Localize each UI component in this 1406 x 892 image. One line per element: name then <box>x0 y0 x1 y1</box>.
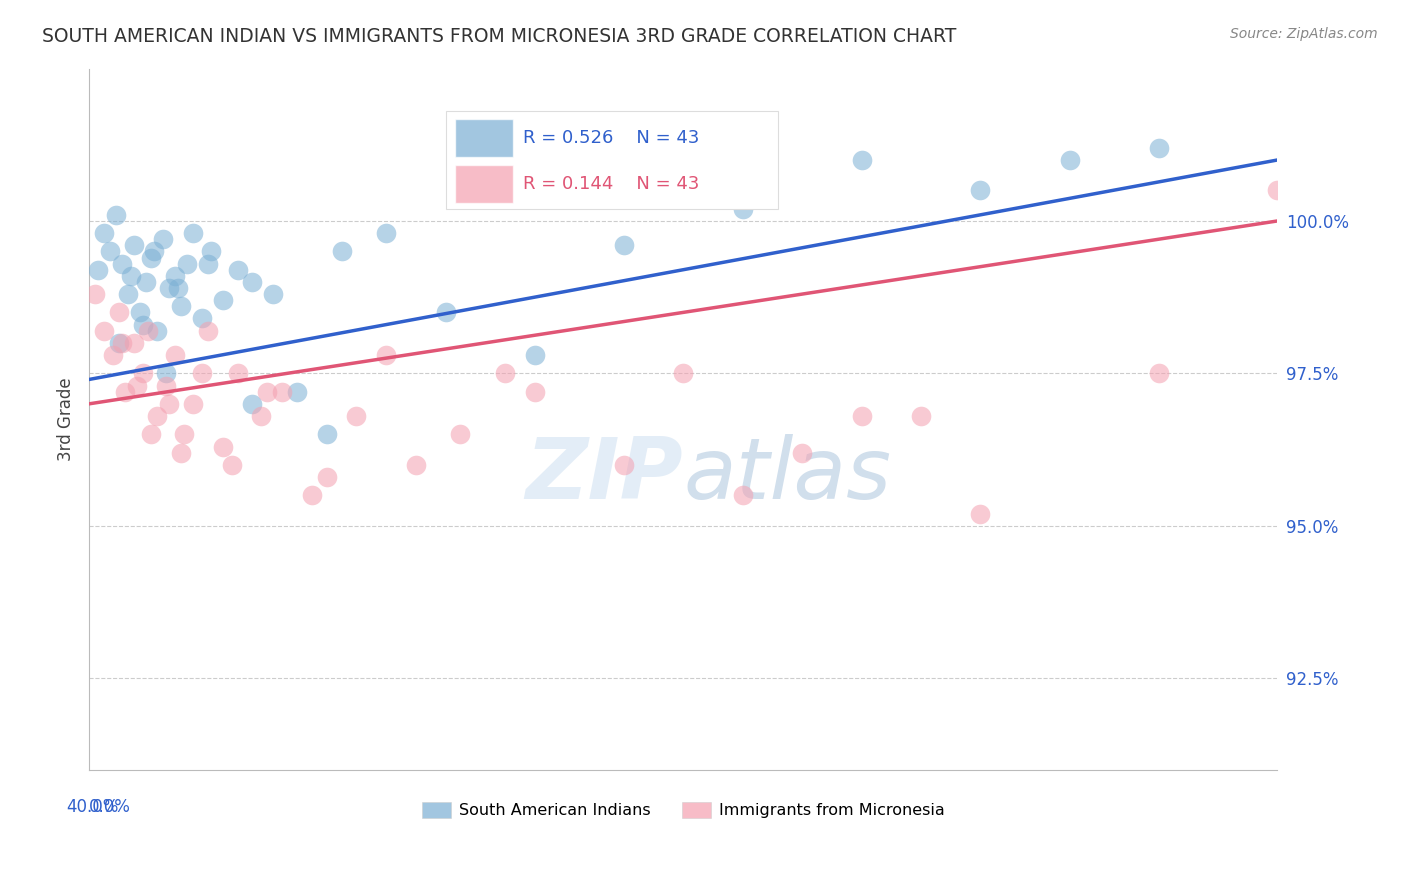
Point <box>375 226 398 240</box>
Point <box>211 293 233 308</box>
Legend: South American Indians, Immigrants from Micronesia: South American Indians, Immigrants from … <box>416 796 950 825</box>
Point <box>155 378 177 392</box>
Text: SOUTH AMERICAN INDIAN VS IMMIGRANTS FROM MICRONESIA 3RD GRADE CORRELATION CHART: SOUTH AMERICAN INDIAN VS IMMIGRANTS FROM… <box>42 27 956 45</box>
Point <box>146 409 169 423</box>
Point <box>197 324 219 338</box>
Point <box>211 440 233 454</box>
Point <box>221 458 243 472</box>
Point <box>242 275 264 289</box>
Point <box>523 384 546 399</box>
Point <box>285 384 308 399</box>
Point <box>790 445 813 459</box>
Point <box>250 409 273 423</box>
Text: atlas: atlas <box>683 434 891 516</box>
Point <box>107 305 129 319</box>
Point <box>731 488 754 502</box>
Point <box>256 384 278 399</box>
Point <box>181 397 204 411</box>
Point <box>494 367 516 381</box>
Point <box>167 281 190 295</box>
Point <box>200 244 222 259</box>
Point <box>170 445 193 459</box>
Point <box>731 202 754 216</box>
Point <box>1147 367 1170 381</box>
Point <box>138 324 160 338</box>
Point <box>141 251 163 265</box>
Point <box>330 244 353 259</box>
Point <box>93 324 115 338</box>
Point <box>191 367 214 381</box>
Point <box>262 287 284 301</box>
Text: R = 0.144    N = 43: R = 0.144 N = 43 <box>523 175 699 194</box>
Point <box>157 281 180 295</box>
Point <box>1147 141 1170 155</box>
Point <box>851 153 873 167</box>
Point <box>197 257 219 271</box>
Point <box>449 427 471 442</box>
Point <box>1267 184 1289 198</box>
Point <box>117 287 139 301</box>
Point <box>165 348 187 362</box>
Point <box>613 458 636 472</box>
Text: 0.0%: 0.0% <box>89 797 131 815</box>
Point <box>315 470 337 484</box>
Text: ZIP: ZIP <box>526 434 683 516</box>
Text: Source: ZipAtlas.com: Source: ZipAtlas.com <box>1230 27 1378 41</box>
Point <box>122 335 145 350</box>
Point <box>152 232 174 246</box>
Point <box>114 384 136 399</box>
Point <box>271 384 294 399</box>
Point <box>173 427 195 442</box>
Point <box>346 409 368 423</box>
Point <box>226 367 249 381</box>
Point <box>226 262 249 277</box>
Point <box>120 268 142 283</box>
Point <box>523 348 546 362</box>
Point <box>104 208 127 222</box>
Point <box>84 287 107 301</box>
Point <box>405 458 427 472</box>
FancyBboxPatch shape <box>456 120 513 157</box>
Point <box>969 507 991 521</box>
Point <box>170 299 193 313</box>
Point <box>375 348 398 362</box>
Point <box>146 324 169 338</box>
Text: R = 0.526    N = 43: R = 0.526 N = 43 <box>523 129 699 147</box>
Point <box>111 335 134 350</box>
Point <box>155 367 177 381</box>
Point <box>969 184 991 198</box>
Point <box>613 238 636 252</box>
Point <box>315 427 337 442</box>
Point <box>107 335 129 350</box>
Point <box>93 226 115 240</box>
Point <box>851 409 873 423</box>
Point <box>111 257 134 271</box>
Point <box>191 311 214 326</box>
Point <box>101 348 124 362</box>
Point <box>143 244 166 259</box>
Point <box>128 305 150 319</box>
FancyBboxPatch shape <box>456 165 513 203</box>
Point <box>434 305 457 319</box>
FancyBboxPatch shape <box>446 111 779 209</box>
Point <box>98 244 121 259</box>
Point <box>157 397 180 411</box>
Point <box>165 268 187 283</box>
Point <box>134 275 156 289</box>
Point <box>181 226 204 240</box>
Y-axis label: 3rd Grade: 3rd Grade <box>58 377 75 461</box>
Point <box>672 367 695 381</box>
Point <box>122 238 145 252</box>
Point <box>1059 153 1081 167</box>
Point <box>141 427 163 442</box>
Point <box>125 378 148 392</box>
Point <box>910 409 932 423</box>
Point <box>87 262 110 277</box>
Point <box>131 367 153 381</box>
Point <box>131 318 153 332</box>
Text: 40.0%: 40.0% <box>66 797 118 815</box>
Point <box>176 257 198 271</box>
Point <box>301 488 323 502</box>
Point <box>242 397 264 411</box>
